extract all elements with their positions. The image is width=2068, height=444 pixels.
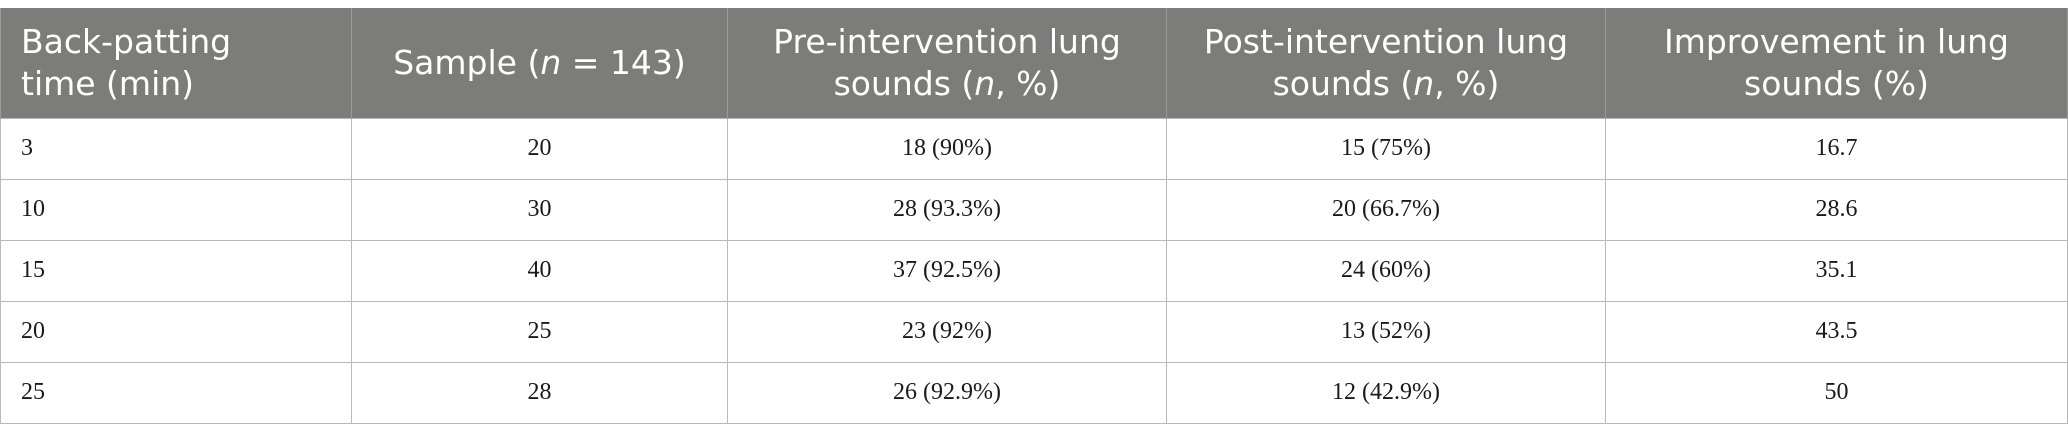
cell-improvement: 16.7	[1605, 117, 2068, 180]
header-post-intervention: Post-intervention lung sounds (n, %)	[1166, 8, 1606, 118]
table-body: 3 20 18 (90%) 15 (75%) 16.7 10 30 28 (93…	[0, 117, 2068, 424]
cell-time: 20	[0, 300, 352, 363]
cell-sample: 28	[351, 361, 728, 424]
cell-post: 15 (75%)	[1166, 117, 1606, 180]
header-text-italic: n	[1413, 63, 1435, 103]
cell-time: 25	[0, 361, 352, 424]
table-row: 25 28 26 (92.9%) 12 (42.9%) 50	[0, 361, 2068, 424]
cell-post: 12 (42.9%)	[1166, 361, 1606, 424]
table-header: Back-patting time (min) Sample (n = 143)…	[0, 8, 2068, 118]
header-back-patting-time: Back-patting time (min)	[0, 8, 352, 118]
cell-pre: 23 (92%)	[727, 300, 1167, 363]
table-row: 20 25 23 (92%) 13 (52%) 43.5	[0, 300, 2068, 363]
cell-pre: 26 (92.9%)	[727, 361, 1167, 424]
header-text: Post-intervention lung	[1203, 21, 1569, 61]
table-row: 3 20 18 (90%) 15 (75%) 16.7	[0, 117, 2068, 180]
header-improvement: Improvement in lung sounds (%)	[1605, 8, 2068, 118]
header-text: , %)	[995, 63, 1061, 103]
cell-improvement: 28.6	[1605, 178, 2068, 241]
header-text: Back-patting	[21, 21, 232, 61]
cell-post: 13 (52%)	[1166, 300, 1606, 363]
table-row: 10 30 28 (93.3%) 20 (66.7%) 28.6	[0, 178, 2068, 241]
header-text-italic: n	[974, 63, 996, 103]
header-text: sounds (	[833, 63, 975, 103]
cell-pre: 37 (92.5%)	[727, 239, 1167, 302]
cell-sample: 20	[351, 117, 728, 180]
data-table-container: Back-patting time (min) Sample (n = 143)…	[0, 8, 2068, 424]
cell-sample: 40	[351, 239, 728, 302]
header-sample: Sample (n = 143)	[351, 8, 728, 118]
header-text: sounds (%)	[1744, 63, 1929, 103]
header-text: time (min)	[21, 63, 195, 103]
cell-improvement: 50	[1605, 361, 2068, 424]
cell-post: 20 (66.7%)	[1166, 178, 1606, 241]
cell-sample: 30	[351, 178, 728, 241]
header-text: = 143)	[561, 42, 686, 82]
cell-time: 3	[0, 117, 352, 180]
cell-improvement: 43.5	[1605, 300, 2068, 363]
table-row: 15 40 37 (92.5%) 24 (60%) 35.1	[0, 239, 2068, 302]
cell-time: 15	[0, 239, 352, 302]
header-text: Pre-intervention lung	[773, 21, 1121, 61]
cell-improvement: 35.1	[1605, 239, 2068, 302]
header-text-italic: n	[540, 42, 562, 82]
header-row: Back-patting time (min) Sample (n = 143)…	[0, 8, 2068, 118]
cell-post: 24 (60%)	[1166, 239, 1606, 302]
cell-pre: 18 (90%)	[727, 117, 1167, 180]
header-text: , %)	[1434, 63, 1500, 103]
data-table: Back-patting time (min) Sample (n = 143)…	[0, 8, 2068, 424]
cell-pre: 28 (93.3%)	[727, 178, 1167, 241]
header-text: sounds (	[1272, 63, 1414, 103]
cell-sample: 25	[351, 300, 728, 363]
header-text: Sample (	[393, 42, 541, 82]
header-text: Improvement in lung	[1663, 21, 2009, 61]
cell-time: 10	[0, 178, 352, 241]
header-pre-intervention: Pre-intervention lung sounds (n, %)	[727, 8, 1167, 118]
